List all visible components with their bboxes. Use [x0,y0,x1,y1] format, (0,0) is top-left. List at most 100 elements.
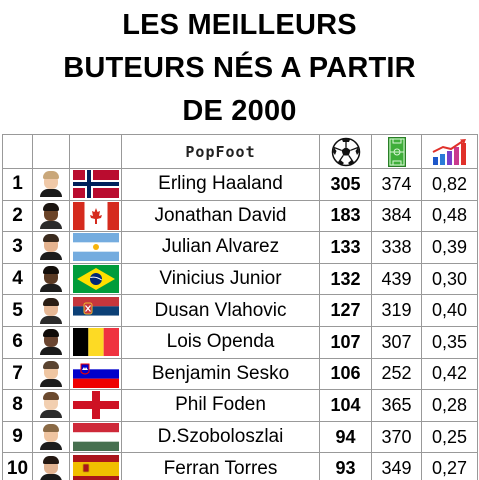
matches-value: 374 [381,173,412,194]
matches-cell: 384 [371,199,422,233]
player-photo-icon [40,424,62,451]
matches-cell: 338 [371,231,422,264]
player-photo-icon [40,392,62,419]
header-photo-cell [32,134,70,169]
player-name: Julian Alvarez [161,236,280,258]
player-name-cell: Vinicius Junior [121,262,320,296]
spain-flag-icon [72,454,119,480]
flag-cell [69,452,122,480]
flag-cell [69,325,122,359]
ratio-value: 0,82 [431,173,468,194]
title-line-2: BUTEURS NÉS A PARTIR [63,52,416,84]
goals-value: 183 [330,205,361,226]
player-name: Phil Foden [175,394,266,416]
rank-cell: 4 [2,262,33,296]
argentina-flag-icon [72,233,119,262]
goals-value: 305 [330,173,361,194]
table-row: 4 Vinicius Junior 132 439 0,30 [2,262,478,296]
flag-cell [69,199,122,233]
flag-cell [69,262,122,296]
ratio-value: 0,28 [431,394,468,415]
matches-value: 349 [381,458,412,479]
ratio-value: 0,48 [431,205,468,226]
goals-cell: 183 [319,199,372,233]
ratio-cell: 0,82 [421,168,478,201]
photo-cell [32,199,70,233]
photo-cell [32,389,70,422]
matches-cell: 252 [371,357,422,391]
ratio-value: 0,39 [431,236,468,257]
matches-value: 365 [381,394,412,415]
matches-value: 252 [381,363,412,384]
player-name: Ferran Torres [163,457,278,479]
title-line-3: DE 2000 [182,95,297,127]
ratio-value: 0,35 [431,331,468,352]
rank-cell: 1 [2,168,33,201]
football-icon [331,137,360,166]
flag-cell [69,231,122,264]
table-header-row: PopFoot [2,134,478,169]
goals-value: 107 [330,331,361,352]
goals-value: 133 [330,236,361,257]
england-flag-icon [72,391,119,420]
player-photo-icon [40,202,62,229]
table-row: 6 Lois Openda 107 307 0,35 [2,325,478,359]
table-row: 7 Benjamin Sesko 106 252 0,42 [2,357,478,391]
ratio-value: 0,40 [431,300,468,321]
page-title: LES MEILLEURS BUTEURS NÉS A PARTIR DE 20… [0,4,479,133]
player-photo-icon [40,266,62,293]
table-row: 5 Dusan Vlahovic 127 319 0,40 [2,294,478,327]
ratio-cell: 0,25 [421,420,478,454]
ratio-cell: 0,40 [421,294,478,327]
matches-value: 370 [381,426,412,447]
rank-number: 1 [12,173,23,195]
goals-value: 104 [330,394,361,415]
player-name-cell: Benjamin Sesko [121,357,320,391]
title-line-1: LES MEILLEURS [122,9,357,41]
goals-value: 127 [330,300,361,321]
rank-cell: 2 [2,199,33,233]
player-photo-icon [40,329,62,356]
slovenia-flag-icon [72,359,119,388]
table-row: 3 Julian Alvarez 133 338 0,39 [2,231,478,264]
scorers-table: PopFoot [2,134,478,480]
goals-cell: 305 [319,168,372,201]
photo-cell [32,452,70,480]
pitch-icon [387,136,406,167]
rank-cell: 7 [2,357,33,391]
table-row: 2 Jonathan David 183 384 0,48 [2,199,478,233]
bar-chart-arrow-icon [432,138,466,165]
goals-cell: 133 [319,231,372,264]
table-row: 10 Ferran Torres 93 349 0,27 [2,452,478,480]
photo-cell [32,231,70,264]
rank-cell: 6 [2,325,33,359]
rank-cell: 3 [2,231,33,264]
matches-cell: 439 [371,262,422,296]
player-name: Vinicius Junior [159,268,282,290]
player-name-cell: Erling Haaland [121,168,320,201]
goals-value: 94 [335,426,356,447]
matches-value: 307 [381,331,412,352]
ratio-cell: 0,27 [421,452,478,480]
rank-number: 9 [12,426,23,448]
rank-number: 7 [12,362,23,384]
photo-cell [32,294,70,327]
photo-cell [32,168,70,201]
header-ratio-cell [421,134,478,169]
goals-cell: 104 [319,389,372,422]
matches-value: 439 [381,268,412,289]
flag-cell [69,294,122,327]
rank-cell: 10 [2,452,33,480]
header-goals-cell [319,134,372,169]
matches-value: 338 [381,236,412,257]
matches-cell: 370 [371,420,422,454]
player-photo-icon [40,297,62,324]
photo-cell [32,420,70,454]
goals-value: 132 [330,268,361,289]
flag-cell [69,420,122,454]
ratio-value: 0,42 [431,363,468,384]
player-name-cell: D.Szoboloszlai [121,420,320,454]
rank-number: 6 [12,331,23,353]
rank-cell: 8 [2,389,33,422]
goals-cell: 127 [319,294,372,327]
